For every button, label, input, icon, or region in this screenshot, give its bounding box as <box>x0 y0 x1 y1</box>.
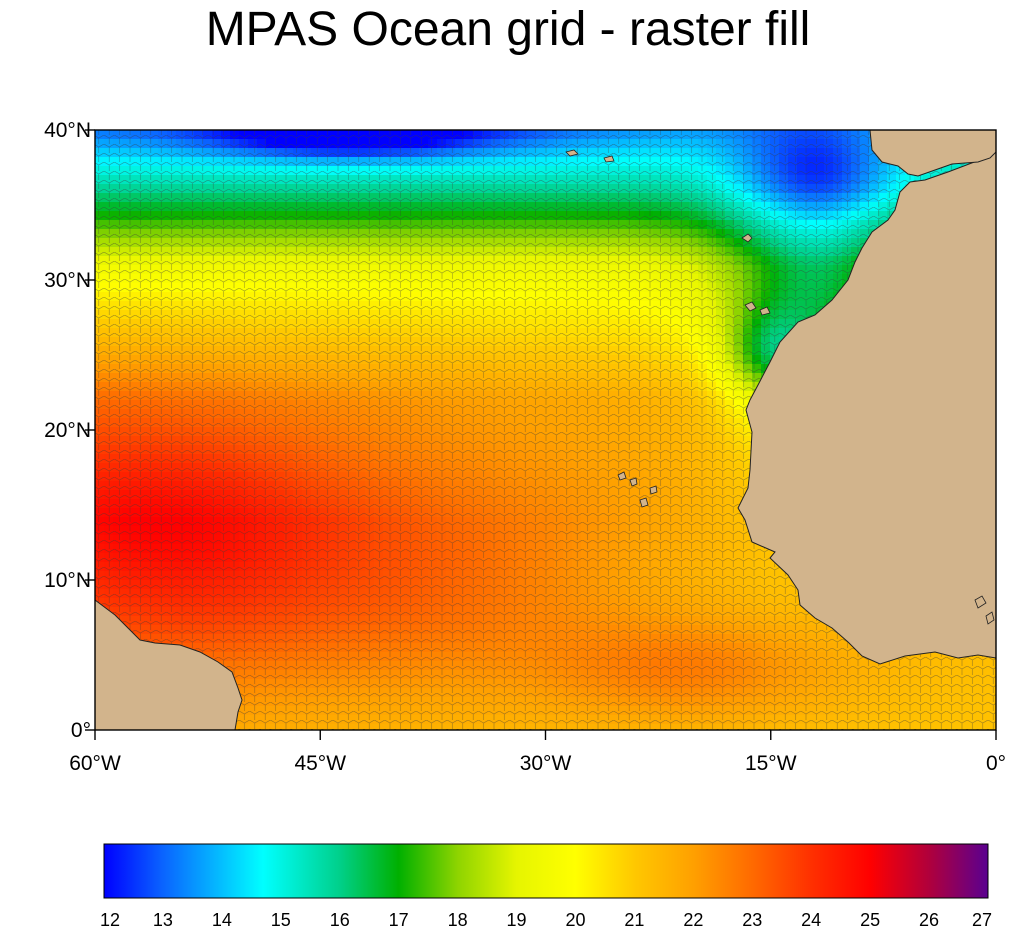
colorbar-label: 23 <box>742 910 762 930</box>
colorbar-label: 21 <box>624 910 644 930</box>
y-tick-label: 20°N <box>44 419 91 442</box>
y-tick-label: 40°N <box>44 119 91 142</box>
land-east-coast-islands <box>974 595 995 625</box>
colorbar-label: 20 <box>565 910 585 930</box>
land-south-america <box>95 599 243 730</box>
colorbar-label: 26 <box>919 910 939 930</box>
colorbar-label: 19 <box>507 910 527 930</box>
colorbar-label: 13 <box>153 910 173 930</box>
colorbar-label: 18 <box>448 910 468 930</box>
colorbar-label: 14 <box>212 910 232 930</box>
y-tick-label: 10°N <box>44 569 91 592</box>
y-tick-label: 30°N <box>44 269 91 292</box>
land-africa <box>737 130 996 665</box>
colorbar-labels: 12 13 14 15 16 17 18 19 20 21 22 23 24 25 26 27 <box>100 910 992 930</box>
land-canaries <box>744 301 771 316</box>
land-cape-verde <box>617 471 658 508</box>
colorbar-gradient <box>103 843 989 899</box>
colorbar: 12 13 14 15 16 17 18 19 20 21 22 23 24 25 26 27 <box>100 843 992 930</box>
map-title: MPAS Ocean grid - raster fill <box>205 3 811 56</box>
colorbar-label: 17 <box>389 910 409 930</box>
y-axis: 0° 10°N 20°N 30°N 40°N <box>44 119 95 742</box>
colorbar-label: 16 <box>330 910 350 930</box>
x-tick-label: 30°W <box>520 752 572 775</box>
colorbar-label: 22 <box>683 910 703 930</box>
x-tick-label: 15°W <box>745 752 797 775</box>
colorbar-label: 25 <box>860 910 880 930</box>
x-axis: 60°W 45°W 30°W 15°W 0° <box>69 730 1006 775</box>
land-masses <box>95 130 996 730</box>
land-azores <box>565 149 615 163</box>
colorbar-label: 27 <box>972 910 992 930</box>
land-iberia <box>869 130 996 177</box>
x-tick-label: 0° <box>986 752 1006 775</box>
colorbar-label: 24 <box>801 910 821 930</box>
x-tick-label: 45°W <box>294 752 346 775</box>
x-tick-label: 60°W <box>69 752 121 775</box>
colorbar-label: 15 <box>271 910 291 930</box>
land-madeira <box>741 233 753 243</box>
colorbar-label: 12 <box>100 910 120 930</box>
y-tick-label: 0° <box>71 719 91 742</box>
